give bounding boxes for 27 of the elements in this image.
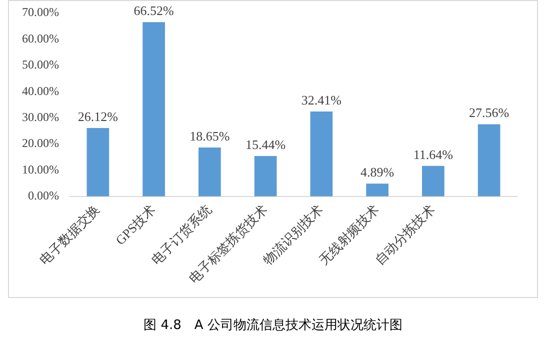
bar [478,124,500,196]
y-tick-label: 70.00% [22,5,59,20]
bar [198,148,221,196]
bar [254,156,277,196]
bar [366,184,388,196]
y-tick-label: 0.00% [28,188,59,203]
x-tick-label: 电子数据交换 [36,202,102,268]
bar [310,112,333,196]
data-label: 11.64% [413,146,454,162]
x-tick-label: GPS技术 [112,202,158,248]
data-label: 27.56% [469,105,510,120]
bar [86,128,110,196]
data-label: 18.65% [190,128,230,144]
bar [142,22,165,196]
data-label: 26.12% [78,108,118,124]
y-tick-label: 10.00% [22,162,59,176]
text: 图 4.8 A 公司物流信息技术运用状况统计图 [142,317,404,334]
y-tick-label: 60.00% [22,31,59,46]
bar [422,166,444,196]
y-tick-label: 40.00% [22,84,59,98]
y-tick-label: 50.00% [22,58,59,72]
data-label: 32.41% [301,92,342,108]
y-tick-label: 20.00% [22,136,59,150]
y-tick-label: 30.00% [22,110,59,124]
data-label: 66.52% [134,3,174,18]
data-label: 15.44% [246,136,286,152]
data-label: 4.89% [360,164,394,180]
